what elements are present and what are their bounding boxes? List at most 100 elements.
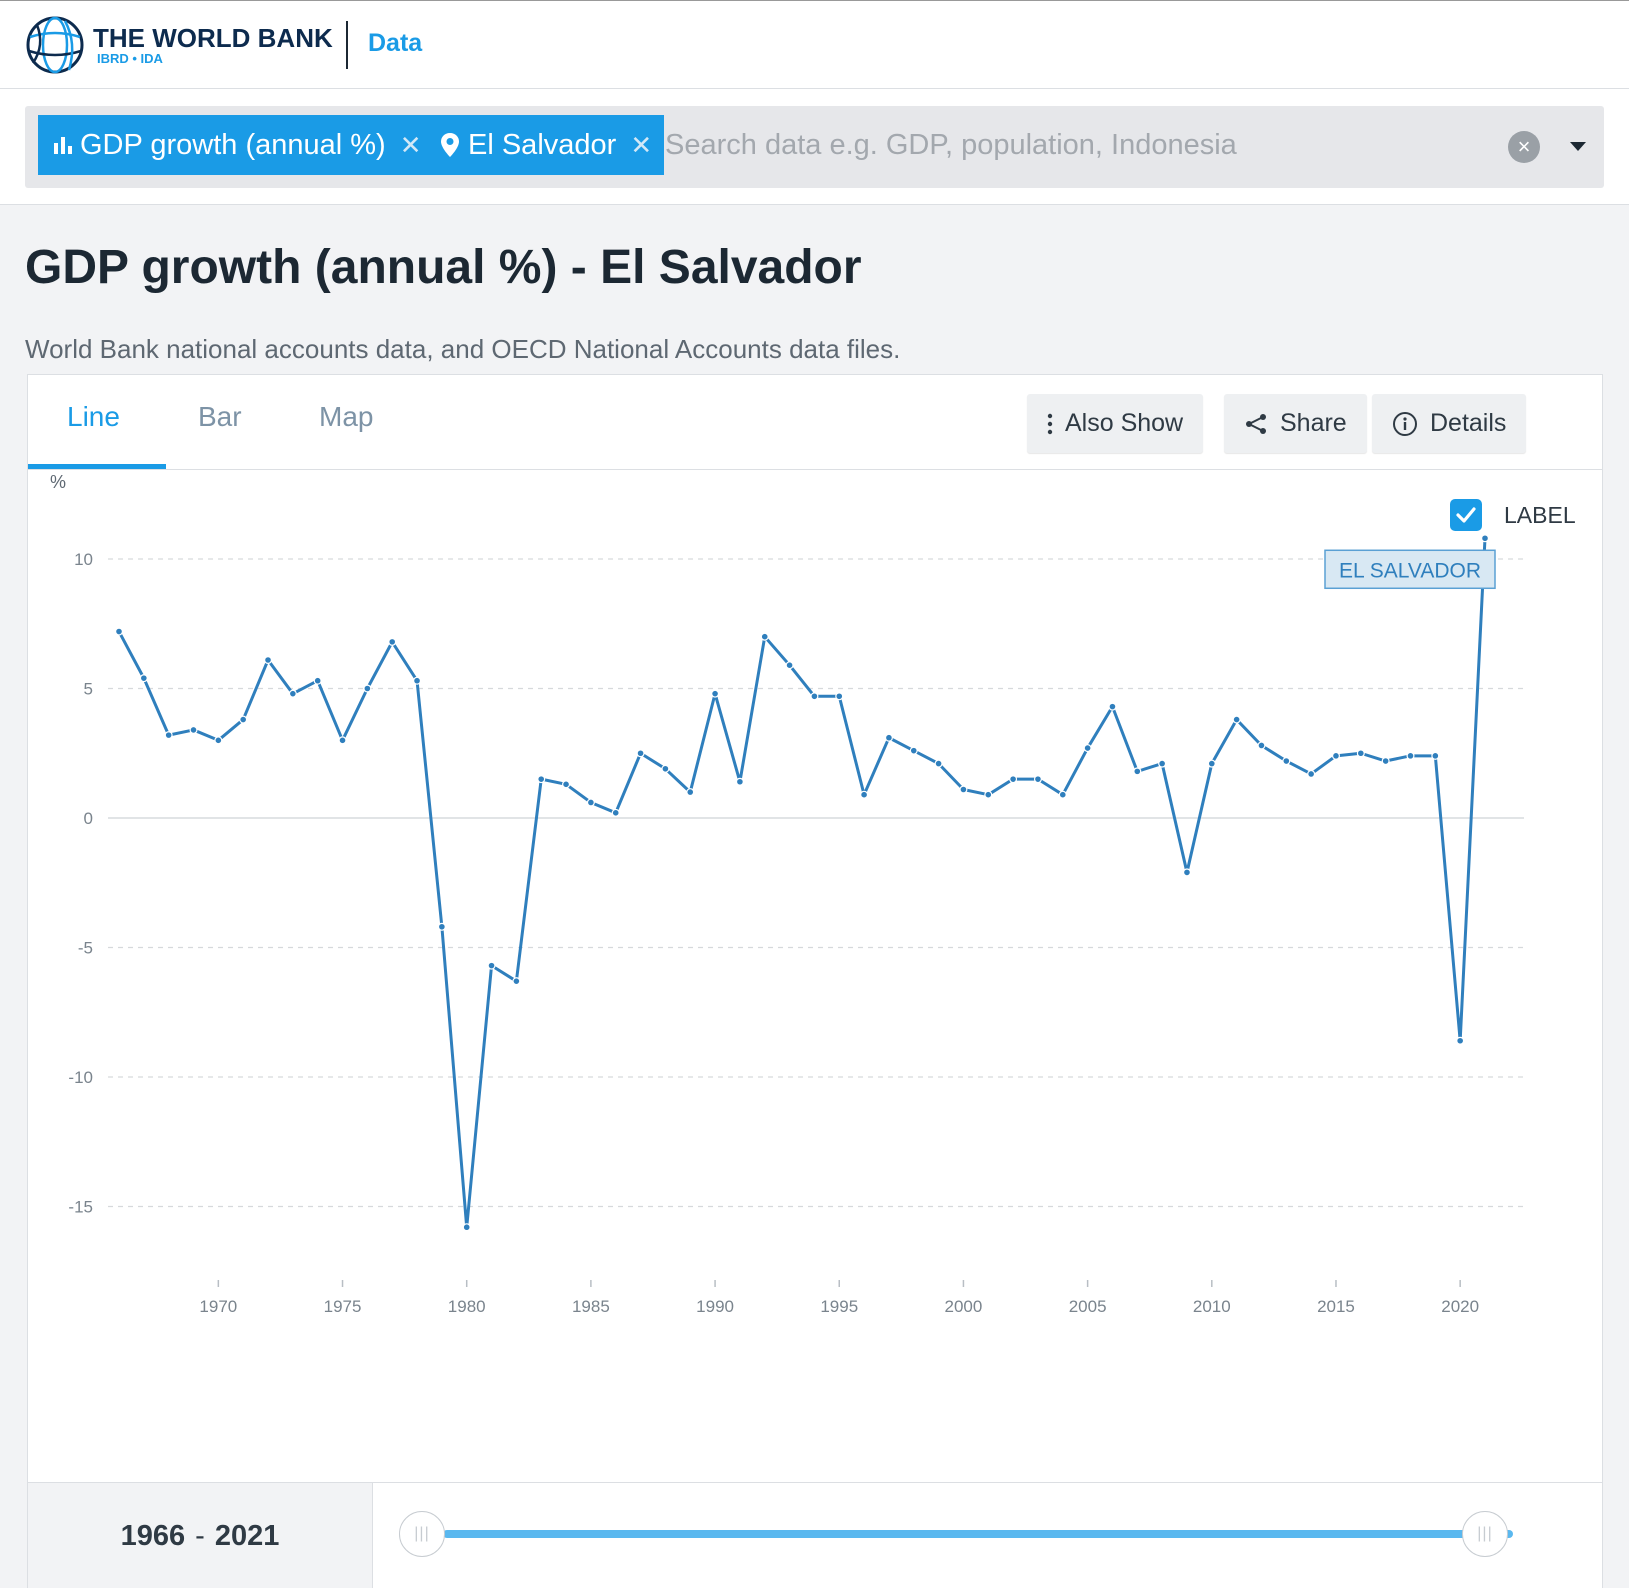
gdp-growth-line-chart: % 10 5 0 -5 -10 -15 1970 1975 1980 1985 1990 1995 200… [50,472,1524,1316]
data-point [1282,757,1291,766]
data-point [884,733,893,742]
data-point [934,759,943,768]
data-point [487,961,496,970]
data-point [388,637,397,646]
page-title: GDP growth (annual %) - El Salvador [25,241,862,294]
y-tick-label: 0 [84,809,93,828]
y-tick-label: -15 [68,1198,93,1217]
x-tick-label: 1990 [696,1297,734,1316]
data-point [1381,757,1390,766]
chart-tabs: Line Bar Map Also Show Share [28,375,1602,470]
data-point [959,785,968,794]
data-point [164,731,173,740]
data-point [214,736,223,745]
x-tick-label: 1980 [448,1297,486,1316]
range-start-handle[interactable]: ||| [399,1511,445,1557]
share-button[interactable]: Share [1224,394,1367,453]
data-point [686,788,695,797]
data-point [636,749,645,758]
dropdown-caret-icon[interactable] [1570,142,1586,151]
data-point [785,661,794,670]
remove-country-icon[interactable]: ✕ [630,129,653,160]
details-button[interactable]: Details [1372,394,1527,453]
x-tick-label: 1985 [572,1297,610,1316]
data-point [1033,775,1042,784]
range-start: 1966 [120,1519,186,1552]
year-range-display: 1966 - 2021 [28,1483,373,1588]
data-point [338,736,347,745]
series-line-el-salvador [117,538,1487,1229]
x-tick-label: 2010 [1193,1297,1231,1316]
y-tick-label: -5 [78,939,93,958]
x-tick-label: 1975 [324,1297,362,1316]
data-point [835,692,844,701]
country-chip[interactable]: El Salvador ✕ [426,115,665,175]
data-point [984,790,993,799]
y-tick-label: 10 [74,550,93,569]
data-point [1456,1036,1465,1045]
also-show-label: Also Show [1065,409,1184,437]
tab-line[interactable]: Line [67,401,120,432]
location-pin-icon [441,133,459,157]
data-point [1431,751,1440,760]
data-point [1356,749,1365,758]
range-separator: - [195,1519,205,1552]
search-section: GDP growth (annual %) ✕ El Salvador ✕ × [0,89,1629,205]
globe-logo-icon [26,16,84,74]
range-end-handle[interactable]: ||| [1462,1511,1508,1557]
data-point [114,627,123,636]
data-point [363,684,372,693]
data-point [462,1223,471,1232]
data-point [611,808,620,817]
data-point [1133,767,1142,776]
data-point [1257,741,1266,750]
world-bank-logo[interactable]: THE WORLD BANK IBRD • IDA [25,15,333,75]
chart-panel: Line Bar Map Also Show Share [27,374,1603,1588]
x-tick-label: 1970 [199,1297,237,1316]
data-point [562,780,571,789]
info-icon [1392,411,1418,437]
data-point [1207,759,1216,768]
data-point [288,689,297,698]
clear-search-icon[interactable]: × [1508,131,1540,163]
x-tick-label: 2020 [1441,1297,1479,1316]
x-tick-label: 2015 [1317,1297,1355,1316]
x-tick-label: 1995 [820,1297,858,1316]
brand-text: THE WORLD BANK IBRD • IDA [93,24,333,66]
series-label-text: EL SALVADOR [1339,559,1481,582]
y-tick-label: 5 [84,680,93,699]
data-link[interactable]: Data [368,29,423,57]
data-point [1083,744,1092,753]
data-point [1307,769,1316,778]
active-tab-indicator [28,464,166,469]
search-bar[interactable]: GDP growth (annual %) ✕ El Salvador ✕ × [25,106,1604,188]
data-point [661,764,670,773]
y-axis-unit-label: % [50,472,66,492]
data-point [810,692,819,701]
remove-indicator-icon[interactable]: ✕ [399,129,422,160]
data-point [1406,751,1415,760]
checkmark-icon [1456,507,1476,523]
data-point [1058,790,1067,799]
also-show-button[interactable]: Also Show [1027,394,1204,453]
label-toggle-text: LABEL [1504,501,1576,528]
details-label: Details [1430,409,1507,437]
data-point [711,689,720,698]
range-footer: 1966 - 2021 ||| ||| [28,1482,1602,1588]
data-point [1009,775,1018,784]
year-range-slider[interactable] [443,1530,1513,1538]
header-divider [346,21,348,69]
tab-bar[interactable]: Bar [198,401,242,432]
data-point [760,632,769,641]
data-point [1480,534,1489,543]
data-point [735,777,744,786]
label-toggle[interactable]: LABEL [1450,499,1576,531]
data-point [264,656,273,665]
chart-area: LABEL % 10 5 0 -5 -10 -15 1970 1975 1980 1985 1990 1… [28,471,1602,1481]
more-vertical-icon [1047,413,1053,435]
data-point [413,676,422,685]
indicator-chip[interactable]: GDP growth (annual %) ✕ [38,115,434,175]
tab-map[interactable]: Map [319,401,374,432]
label-checkbox[interactable] [1450,499,1482,531]
search-input[interactable] [665,115,1425,175]
